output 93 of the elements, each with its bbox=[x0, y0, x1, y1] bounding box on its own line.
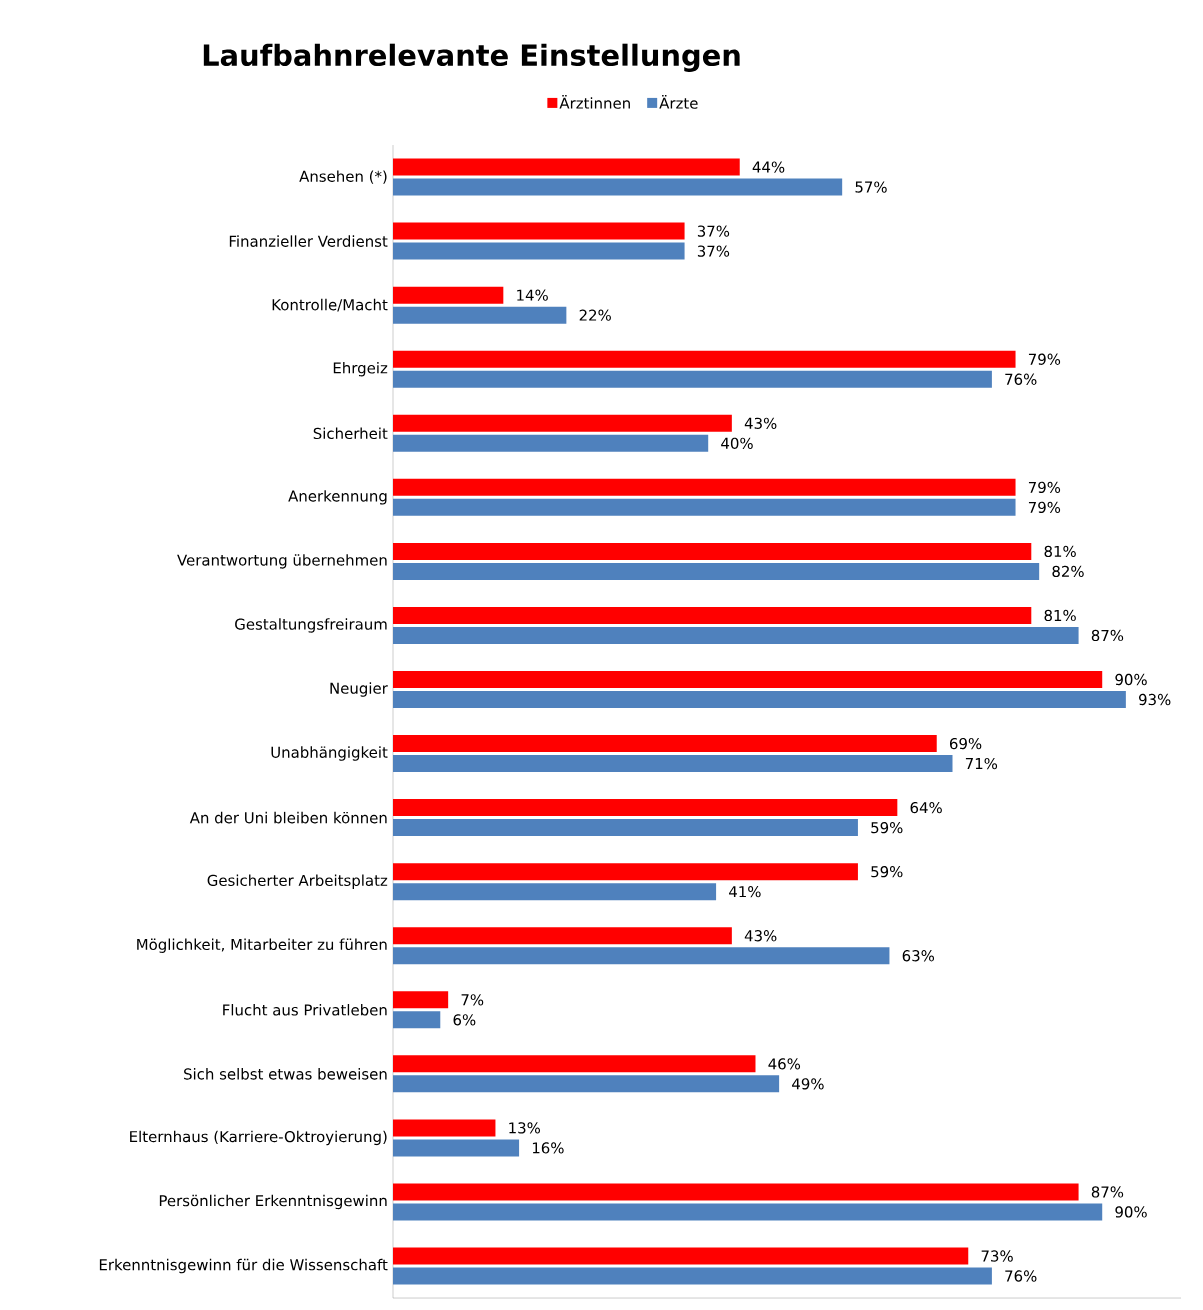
bar bbox=[393, 1247, 969, 1265]
y-tick-label: Kontrolle/Macht bbox=[272, 298, 388, 312]
y-tick-label: Sicherheit bbox=[313, 427, 388, 440]
bar bbox=[393, 1267, 992, 1285]
y-tick-label: Gestaltungsfreiraum bbox=[235, 618, 387, 633]
data-label: 90% bbox=[1115, 1206, 1147, 1218]
y-tick-label: Gesicherter Arbeitsplatz bbox=[207, 874, 388, 889]
bar bbox=[393, 947, 890, 965]
data-label: 63% bbox=[902, 950, 935, 962]
bar bbox=[393, 1011, 441, 1029]
bar bbox=[393, 799, 898, 817]
bar bbox=[393, 286, 504, 304]
bar bbox=[393, 1139, 520, 1157]
y-tick-label: Erkenntnisgewinn für die Wissenschaft bbox=[99, 1258, 388, 1274]
data-label: 81% bbox=[1044, 609, 1076, 622]
bar bbox=[393, 883, 717, 901]
data-label: 37% bbox=[697, 245, 730, 257]
data-label: 16% bbox=[532, 1142, 564, 1154]
data-label: 81% bbox=[1044, 545, 1076, 558]
y-tick-label: Sich selbst etwas beweisen bbox=[184, 1068, 387, 1080]
data-label: 46% bbox=[768, 1058, 801, 1070]
data-label: 49% bbox=[792, 1078, 824, 1090]
bar bbox=[393, 242, 685, 260]
data-label: 87% bbox=[1091, 1186, 1124, 1198]
data-label: 71% bbox=[965, 757, 998, 770]
y-tick-label: Flucht aus Privatleben bbox=[223, 1004, 387, 1016]
bar bbox=[393, 498, 1016, 516]
bar bbox=[393, 178, 843, 196]
bar bbox=[393, 222, 685, 240]
bar bbox=[393, 434, 709, 452]
y-tick-label: Elternhaus (Karriere-Oktroyierung) bbox=[130, 1130, 387, 1146]
data-label: 59% bbox=[871, 866, 903, 878]
data-label: 41% bbox=[729, 886, 761, 898]
data-label: 14% bbox=[517, 289, 548, 301]
bar bbox=[393, 158, 740, 176]
data-label: 57% bbox=[855, 181, 887, 193]
data-label: 73% bbox=[981, 1250, 1013, 1262]
bar bbox=[393, 819, 858, 837]
bar bbox=[393, 1075, 780, 1093]
data-label: 40% bbox=[721, 437, 753, 449]
bar bbox=[393, 1183, 1079, 1201]
data-label: 43% bbox=[744, 930, 777, 942]
bar bbox=[393, 755, 953, 773]
data-label: 59% bbox=[871, 821, 903, 834]
data-label: 79% bbox=[1028, 481, 1061, 494]
bar bbox=[393, 370, 992, 388]
data-label: 7% bbox=[461, 994, 484, 1006]
bar bbox=[393, 606, 1032, 624]
data-label: 79% bbox=[1028, 353, 1061, 365]
data-label: 22% bbox=[579, 309, 611, 321]
data-label: 79% bbox=[1028, 501, 1061, 514]
bar bbox=[393, 542, 1032, 560]
bar bbox=[393, 306, 567, 324]
bar bbox=[393, 671, 1103, 689]
legend-label: Ärztinnen bbox=[559, 94, 630, 109]
y-tick-label: Persönlicher Erkenntnisgewinn bbox=[159, 1194, 387, 1210]
chart-title: Laufbahnrelevante Einstellungen bbox=[203, 43, 740, 72]
data-label: 76% bbox=[1005, 373, 1037, 385]
bar bbox=[393, 478, 1016, 496]
legend-label: Ärzte bbox=[659, 94, 698, 109]
bar bbox=[393, 691, 1126, 709]
data-label: 37% bbox=[697, 225, 730, 237]
bar bbox=[393, 414, 732, 432]
y-tick-label: Finanzieller Verdienst bbox=[229, 235, 388, 247]
data-label: 90% bbox=[1115, 673, 1147, 686]
bar bbox=[393, 863, 858, 881]
y-tick-label: Ansehen (*) bbox=[299, 170, 387, 184]
bar bbox=[393, 927, 732, 945]
y-tick-label: Ehrgeiz bbox=[333, 362, 388, 377]
bar bbox=[393, 1203, 1103, 1221]
bar bbox=[393, 562, 1040, 580]
y-tick-label: Unabhängigkeit bbox=[271, 746, 388, 761]
data-label: 44% bbox=[752, 161, 785, 173]
data-label: 64% bbox=[910, 801, 942, 814]
y-tick-label: Neugier bbox=[330, 682, 388, 697]
bar bbox=[393, 991, 449, 1009]
data-label: 69% bbox=[949, 737, 982, 750]
bar bbox=[393, 1055, 756, 1073]
y-tick-label: Möglichkeit, Mitarbeiter zu führen bbox=[137, 938, 387, 953]
data-label: 6% bbox=[453, 1014, 476, 1026]
data-label: 43% bbox=[744, 417, 777, 429]
bar bbox=[393, 626, 1079, 644]
bar bbox=[393, 1119, 496, 1137]
y-tick-label: Anerkennung bbox=[288, 490, 387, 505]
data-label: 87% bbox=[1091, 629, 1124, 642]
data-label: 93% bbox=[1139, 693, 1171, 706]
data-label: 82% bbox=[1052, 565, 1084, 578]
bar bbox=[393, 350, 1016, 368]
data-label: 13% bbox=[509, 1122, 541, 1134]
bar bbox=[393, 735, 937, 753]
y-tick-label: Verantwortung übernehmen bbox=[177, 554, 387, 569]
data-label: 76% bbox=[1005, 1270, 1037, 1282]
y-tick-label: An der Uni bleiben können bbox=[189, 811, 387, 824]
